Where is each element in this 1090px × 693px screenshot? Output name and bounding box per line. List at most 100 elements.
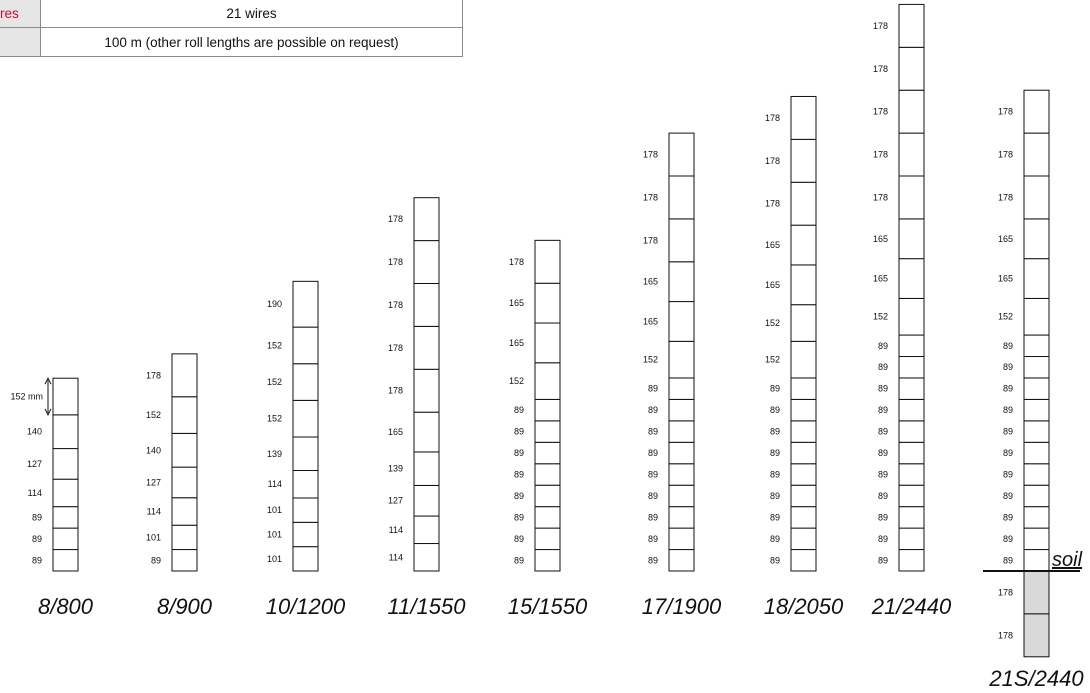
mesh-cell xyxy=(1023,89,1050,134)
mesh-cell xyxy=(668,340,695,379)
mesh-cell xyxy=(668,175,695,220)
mesh-cell-label: 89 xyxy=(770,469,780,479)
mesh-cell-label: 89 xyxy=(514,448,524,458)
mesh-cell-label: 89 xyxy=(878,491,888,501)
mesh-cell xyxy=(534,506,561,529)
mesh-cell-label: 89 xyxy=(648,469,658,479)
mesh-cell xyxy=(292,521,319,548)
mesh-cell-label: 89 xyxy=(648,534,658,544)
mesh-cell xyxy=(1023,297,1050,336)
mesh-cell-label: 165 xyxy=(998,274,1013,284)
mesh-cell-label: 178 xyxy=(388,214,403,224)
mesh-cell-label: 89 xyxy=(648,384,658,394)
mesh-cell xyxy=(898,334,925,358)
mesh-cell-label: 114 xyxy=(389,552,403,562)
mesh-cell xyxy=(790,304,817,342)
mesh-cell-label: 178 xyxy=(388,343,403,353)
mesh-cell xyxy=(1023,334,1050,358)
mesh-cell-label: 89 xyxy=(648,512,658,522)
mesh-cell xyxy=(898,89,925,134)
mesh-cell-label: 89 xyxy=(770,555,780,565)
mesh-cell xyxy=(413,197,440,242)
specification-table: res 21 wires 100 m (other roll lengths a… xyxy=(0,0,463,57)
mesh-cell-label: 178 xyxy=(998,107,1013,117)
mesh-cell-label: 89 xyxy=(514,427,524,437)
mesh-cell xyxy=(668,132,695,177)
mesh-cell-label: 140 xyxy=(146,445,161,455)
mesh-cell-label: 89 xyxy=(514,534,524,544)
mesh-cell xyxy=(413,325,440,370)
mesh-cell-label: 178 xyxy=(765,199,780,209)
below-soil-cell-label: 178 xyxy=(998,587,1013,597)
arrow-down-icon xyxy=(44,408,52,416)
mesh-cell-label: 178 xyxy=(643,150,658,160)
mesh-cell xyxy=(292,399,319,438)
mesh-cell-label: 152 xyxy=(765,318,780,328)
mesh-cell-label: 178 xyxy=(509,257,524,267)
mesh-cell xyxy=(898,218,925,260)
mesh-cell xyxy=(534,441,561,465)
mesh-cell xyxy=(292,326,319,365)
mesh-cell xyxy=(292,436,319,472)
mesh-cell xyxy=(1023,258,1050,299)
mesh-cell-label: 89 xyxy=(514,491,524,501)
mesh-cell xyxy=(790,549,817,572)
mesh-cell xyxy=(668,506,695,529)
mesh-cell-label: 178 xyxy=(765,113,780,123)
mesh-cell xyxy=(898,463,925,486)
mesh-cell xyxy=(413,515,440,545)
mesh-cell-label: 165 xyxy=(509,298,524,308)
mesh-cell xyxy=(668,527,695,551)
mesh-cell-label: 89 xyxy=(1003,405,1013,415)
spec-value-wires: 21 wires xyxy=(40,0,463,29)
mesh-cell-label: 178 xyxy=(873,64,888,74)
mesh-cell xyxy=(898,132,925,177)
mesh-cell xyxy=(1023,132,1050,177)
mesh-cell-label: 89 xyxy=(878,448,888,458)
mesh-cell xyxy=(1023,484,1050,508)
mesh-cell-label: 89 xyxy=(878,555,888,565)
mesh-cell-label: 114 xyxy=(268,479,282,489)
mesh-cell-label: 89 xyxy=(1003,427,1013,437)
mesh-cell-label: 165 xyxy=(509,338,524,348)
mesh-cell-label: 89 xyxy=(1003,534,1013,544)
mesh-cell xyxy=(1023,441,1050,465)
mesh-cell xyxy=(668,377,695,400)
mesh-cell-label: 178 xyxy=(998,192,1013,202)
mesh-cell-label: 89 xyxy=(878,405,888,415)
mesh-cell xyxy=(534,282,561,324)
mesh-cell-label: 152 xyxy=(765,355,780,365)
mesh-cell-label: 165 xyxy=(765,240,780,250)
mesh-cell xyxy=(1023,549,1050,572)
mesh-cell-label: 178 xyxy=(643,192,658,202)
mesh-cell-label: 127 xyxy=(388,496,403,506)
mesh-cell xyxy=(171,466,198,499)
mesh-cell-label: 89 xyxy=(770,405,780,415)
mesh-cell xyxy=(1023,463,1050,486)
mesh-cell-label: 178 xyxy=(873,192,888,202)
mesh-cell-label: 114 xyxy=(28,488,42,498)
mesh-cell-label: 178 xyxy=(643,235,658,245)
mesh-cell xyxy=(52,377,79,416)
mesh-cell-label: 101 xyxy=(267,529,282,539)
fence-model-label: 15/1550 xyxy=(508,594,588,619)
mesh-cell xyxy=(413,451,440,486)
mesh-cell xyxy=(898,377,925,400)
mesh-cell xyxy=(790,527,817,551)
mesh-cell xyxy=(898,506,925,529)
mesh-cell xyxy=(52,549,79,572)
mesh-cell-label: 89 xyxy=(32,534,42,544)
mesh-cell xyxy=(171,524,198,551)
mesh-cell-label: 178 xyxy=(873,107,888,117)
mesh-cell-label: 178 xyxy=(388,257,403,267)
mesh-cell xyxy=(790,441,817,465)
mesh-cell-label: 89 xyxy=(648,427,658,437)
mesh-cell-label: 152 xyxy=(509,376,524,386)
mesh-cell-label: 178 xyxy=(873,150,888,160)
mesh-cell-label: 89 xyxy=(770,512,780,522)
mesh-cell xyxy=(898,549,925,572)
mesh-cell xyxy=(898,175,925,220)
mesh-cell-label: 101 xyxy=(267,554,282,564)
mesh-cell-label: 89 xyxy=(1003,384,1013,394)
